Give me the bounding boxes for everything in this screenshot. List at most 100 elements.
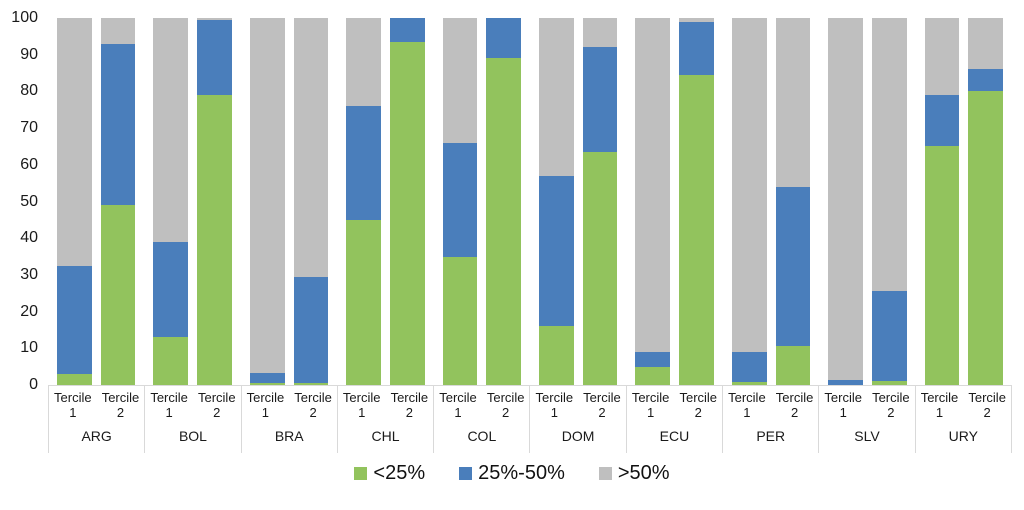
tercile-label: Tercile 2	[968, 390, 1006, 420]
tercile-row: Tercile 1 Tercile 2	[338, 386, 433, 420]
bar-group-per	[723, 18, 819, 385]
bar-segment-gt50	[346, 18, 381, 107]
y-tick-label: 40	[20, 229, 38, 247]
tercile-label: Tercile 1	[439, 390, 477, 420]
plot-area	[48, 18, 1012, 385]
legend-label: <25%	[373, 462, 426, 484]
bar-segment-lt25	[153, 337, 189, 385]
tercile-label: Tercile 2	[197, 390, 236, 420]
x-group-bra: Tercile 1 Tercile 2 BRA	[242, 386, 338, 453]
bar-group-bol	[144, 18, 240, 385]
tercile-row: Tercile 1 Tercile 2	[145, 386, 240, 420]
bar-segment-gt50	[539, 18, 574, 176]
bar-segment-lt25	[775, 346, 811, 385]
stacked-bar	[442, 18, 478, 385]
bar-group-ury	[916, 18, 1012, 385]
country-label: URY	[948, 428, 978, 444]
bar-segment-lt25	[539, 326, 574, 385]
bar-segment-p25_50	[153, 241, 189, 338]
tercile-label: Tercile 2	[872, 390, 910, 420]
bar-segment-lt25	[389, 41, 425, 385]
bar-segment-lt25	[346, 219, 381, 385]
bar-segment-lt25	[968, 91, 1004, 385]
tercile-label: Tercile 2	[775, 390, 814, 420]
bar-segment-p25_50	[389, 18, 425, 42]
bar-segment-p25_50	[100, 43, 136, 206]
legend-label: 25%-50%	[478, 462, 565, 484]
legend-swatch-icon	[598, 467, 612, 480]
y-tick-label: 20	[20, 302, 38, 320]
bar-segment-gt50	[249, 18, 285, 374]
bar-group-slv	[819, 18, 915, 385]
stacked-bar	[197, 18, 232, 385]
tercile-label: Tercile 1	[246, 390, 285, 420]
x-axis: Tercile 1 Tercile 2 ARG Tercile 1 Tercile 2 BOL Te…	[48, 385, 1012, 453]
bar-segment-gt50	[293, 18, 329, 278]
bar-segment-lt25	[293, 383, 329, 385]
tercile-row: Tercile 1 Tercile 2	[819, 386, 914, 420]
country-label: BRA	[274, 428, 304, 444]
bar-segment-lt25	[582, 151, 618, 385]
country-label: PER	[756, 428, 786, 444]
stacked-bar	[249, 18, 285, 385]
stacked-bar	[924, 18, 960, 385]
bar-segment-p25_50	[442, 142, 478, 257]
country-label: CHL	[371, 428, 400, 444]
x-group-ury: Tercile 1 Tercile 2 URY	[916, 386, 1012, 453]
stacked-bar	[346, 18, 381, 385]
y-tick-label: 60	[20, 155, 38, 173]
bar-segment-p25_50	[346, 106, 381, 220]
stacked-bar	[100, 18, 136, 385]
tercile-row: Tercile 1 Tercile 2	[723, 386, 818, 420]
stacked-bar	[635, 18, 671, 385]
stacked-bar	[679, 18, 714, 385]
stacked-bar	[871, 18, 907, 385]
bar-segment-p25_50	[968, 69, 1004, 92]
x-group-dom: Tercile 1 Tercile 2 DOM	[530, 386, 627, 453]
bar-segment-lt25	[871, 381, 907, 385]
tercile-row: Tercile 1 Tercile 2	[627, 386, 722, 420]
stacked-bar	[153, 18, 189, 385]
bar-segment-p25_50	[679, 21, 714, 75]
country-label: ARG	[81, 428, 112, 444]
bar-segment-p25_50	[924, 95, 960, 147]
tercile-label: Tercile 2	[583, 390, 621, 420]
bar-segment-lt25	[679, 74, 714, 385]
y-axis: 0 10 20 30 40 50 60 70 80 90 100	[0, 9, 38, 393]
bar-segment-p25_50	[871, 290, 907, 382]
bar-segment-p25_50	[635, 351, 671, 367]
bar-segment-p25_50	[828, 380, 863, 385]
stacked-bar	[968, 18, 1004, 385]
bar-segment-p25_50	[775, 186, 811, 347]
stacked-bar	[57, 18, 92, 385]
bar-segment-p25_50	[486, 18, 522, 59]
y-tick-label: 10	[20, 339, 38, 357]
bar-segment-lt25	[442, 256, 478, 385]
bar-segment-gt50	[197, 18, 232, 20]
tercile-label: Tercile 1	[54, 390, 92, 420]
tercile-label: Tercile 1	[631, 390, 670, 420]
tercile-label: Tercile 2	[486, 390, 525, 420]
x-group-bol: Tercile 1 Tercile 2 BOL	[145, 386, 242, 453]
bar-group-bra	[241, 18, 337, 385]
bar-segment-lt25	[924, 146, 960, 385]
legend-swatch-icon	[354, 467, 368, 480]
x-group-col: Tercile 1 Tercile 2 COL	[434, 386, 531, 453]
bar-segment-p25_50	[293, 277, 329, 384]
tercile-label: Tercile 2	[679, 390, 718, 420]
tercile-row: Tercile 1 Tercile 2	[434, 386, 529, 420]
bar-segment-p25_50	[57, 265, 92, 374]
bar-segment-gt50	[582, 18, 618, 48]
bar-segment-gt50	[871, 18, 907, 291]
bar-group-ecu	[626, 18, 722, 385]
legend-label: >50%	[617, 462, 670, 484]
y-tick-label: 90	[20, 45, 38, 63]
stacked-bar	[828, 18, 863, 385]
bar-segment-p25_50	[249, 373, 285, 384]
country-label: COL	[467, 428, 497, 444]
tercile-label: Tercile 2	[390, 390, 429, 420]
x-group-arg: Tercile 1 Tercile 2 ARG	[48, 386, 146, 453]
tercile-label: Tercile 2	[101, 390, 140, 420]
tercile-label: Tercile 1	[342, 390, 381, 420]
y-tick-label: 0	[29, 376, 38, 393]
